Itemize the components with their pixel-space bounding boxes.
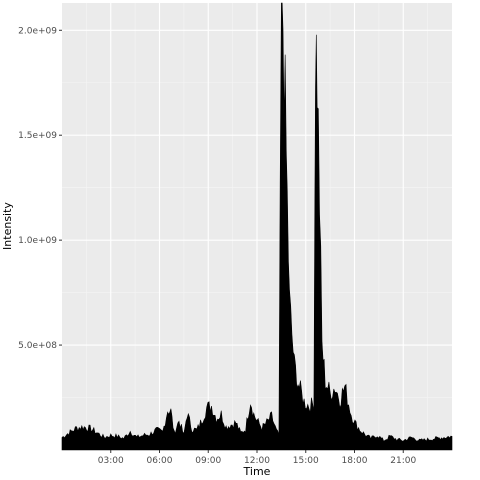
y-tick-label: 1.5e+09	[18, 131, 57, 141]
y-axis-title: Intensity	[1, 202, 14, 250]
x-tick-label: 18:00	[342, 456, 368, 466]
x-tick-label: 21:00	[390, 456, 416, 466]
grid-major	[62, 3, 452, 450]
x-tick-label: 09:00	[195, 456, 221, 466]
x-tick-label: 06:00	[147, 456, 173, 466]
y-tick-label: 1.0e+09	[18, 236, 57, 246]
x-axis: 03:00 06:00 09:00 12:00 15:00 18:00 21:00	[98, 450, 416, 466]
y-tick-label: 2.0e+09	[18, 26, 57, 36]
intensity-area	[61, 2, 453, 451]
x-tick-label: 15:00	[293, 456, 319, 466]
x-axis-title: Time	[243, 465, 271, 478]
x-tick-label: 03:00	[98, 456, 124, 466]
y-tick-label: 5.0e+08	[18, 341, 57, 351]
y-axis: 5.0e+08 1.0e+09 1.5e+09 2.0e+09	[18, 26, 62, 351]
x-tick-label: 12:00	[244, 456, 270, 466]
